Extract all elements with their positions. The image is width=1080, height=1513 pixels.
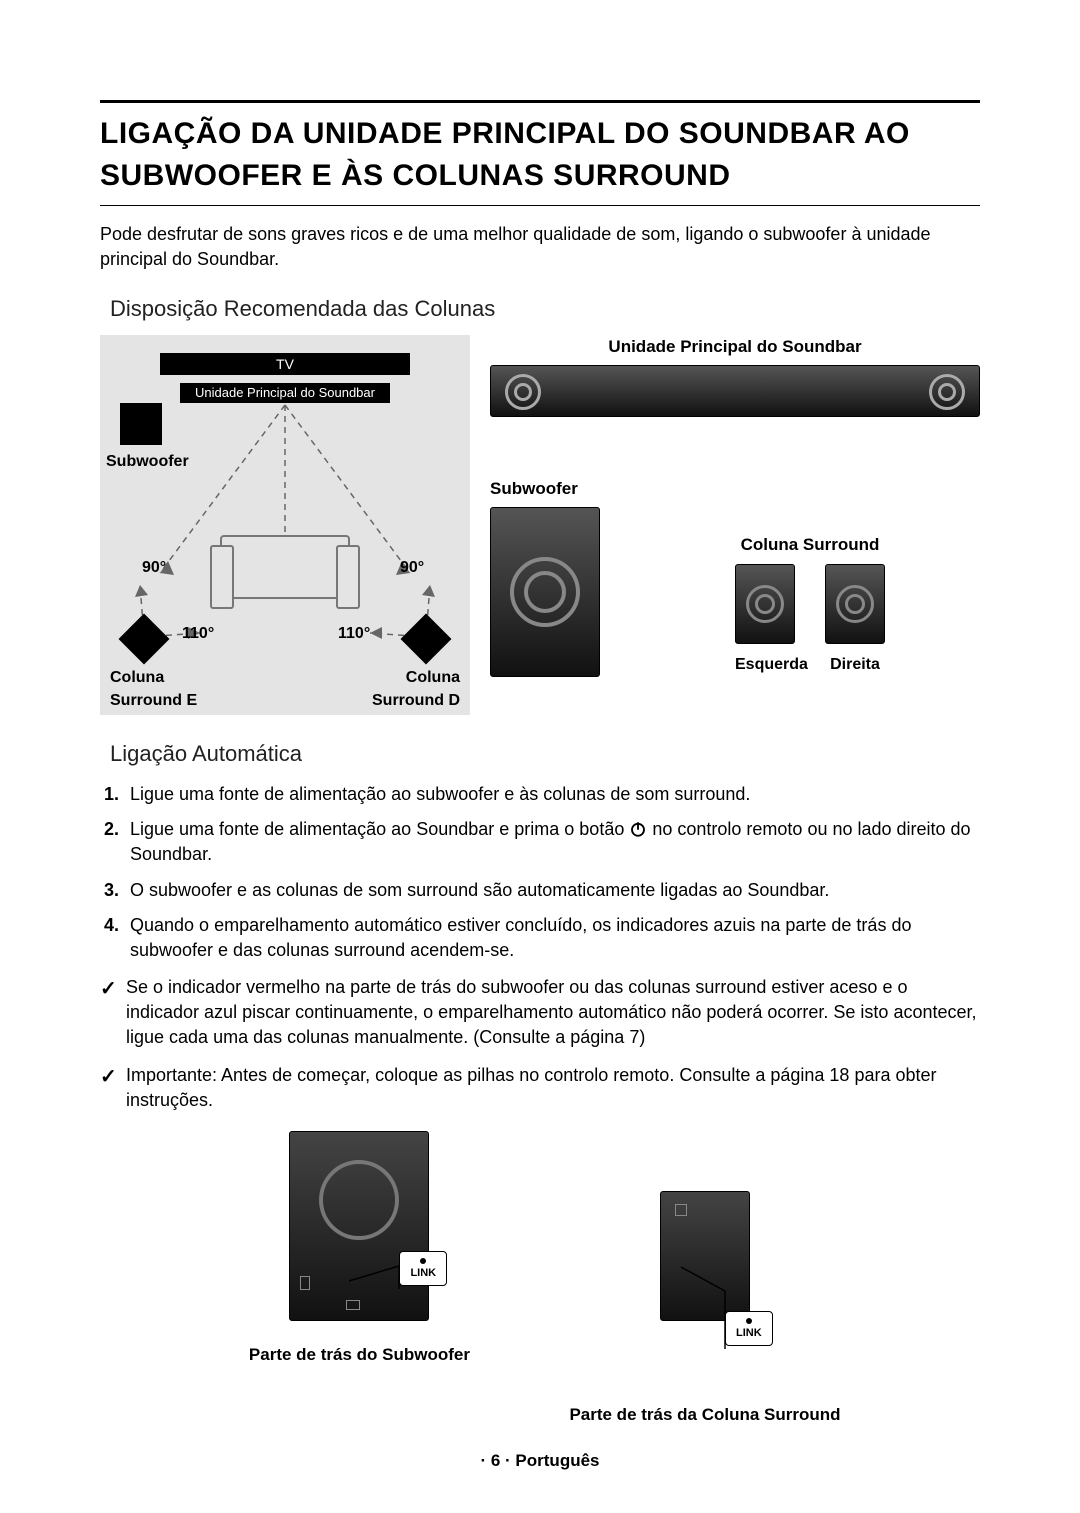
note-2: Importante: Antes de começar, coloque as… [100, 1063, 980, 1113]
steps-list: Ligue uma fonte de alimentação ao subwoo… [124, 782, 980, 963]
back-diagrams: LINK Parte de trás do Subwoofer LINK Par… [100, 1131, 980, 1427]
step-3: O subwoofer e as colunas de som surround… [124, 878, 980, 903]
angle-110-left: 110° [182, 623, 214, 645]
section-auto-heading: Ligação Automática [110, 739, 980, 770]
preview-soundbar-title: Unidade Principal do Soundbar [490, 335, 980, 359]
notes-list: Se o indicador vermelho na parte de trás… [100, 975, 980, 1113]
step-2: Ligue uma fonte de alimentação ao Soundb… [124, 817, 980, 867]
angle-110-right: 110° [338, 623, 370, 645]
diagram-row: TV Unidade Principal do Soundbar Subwoof… [100, 335, 980, 715]
surround-left-caption: Coluna Surround E [110, 667, 210, 712]
angle-90-right: 90° [400, 557, 424, 579]
back-subwoofer: LINK Parte de trás do Subwoofer [239, 1131, 479, 1427]
subwoofer-image [490, 507, 600, 677]
subwoofer-preview: Subwoofer [490, 477, 600, 677]
soundbar-image [490, 365, 980, 417]
surround-right-caption: Coluna Surround D [360, 667, 460, 712]
back-surround: LINK Parte de trás da Coluna Surround [569, 1131, 840, 1427]
step-4: Quando o emparelhamento automático estiv… [124, 913, 980, 963]
equipment-preview: Unidade Principal do Soundbar Subwoofer … [490, 335, 980, 715]
sub-label: Subwoofer [490, 477, 600, 501]
surround-right-image [825, 564, 885, 644]
step-1: Ligue uma fonte de alimentação ao subwoo… [124, 782, 980, 807]
page-footer: · 6 · Português [100, 1449, 980, 1473]
top-rule [100, 100, 980, 103]
step-2-pre: Ligue uma fonte de alimentação ao Soundb… [130, 819, 629, 839]
surround-preview: Coluna Surround Esquerda Direita [640, 533, 980, 677]
leader-surr [595, 1191, 815, 1391]
note-1: Se o indicador vermelho na parte de trás… [100, 975, 980, 1051]
page-title: LIGAÇÃO DA UNIDADE PRINCIPAL DO SOUNDBAR… [100, 113, 980, 206]
surr-back-caption: Parte de trás da Coluna Surround [569, 1403, 840, 1427]
angle-90-left: 90° [142, 557, 166, 579]
power-icon [629, 820, 647, 838]
sub-back-caption: Parte de trás do Subwoofer [239, 1343, 479, 1367]
angle-lines [100, 335, 470, 715]
surround-title: Coluna Surround [640, 533, 980, 557]
intro-text: Pode desfrutar de sons graves ricos e de… [100, 222, 980, 272]
leader-sub [239, 1131, 479, 1331]
surround-left-image [735, 564, 795, 644]
section-layout-heading: Disposição Recomendada das Colunas [110, 294, 980, 325]
right-caption: Direita [825, 654, 885, 676]
placement-diagram: TV Unidade Principal do Soundbar Subwoof… [100, 335, 470, 715]
left-caption: Esquerda [735, 654, 795, 676]
